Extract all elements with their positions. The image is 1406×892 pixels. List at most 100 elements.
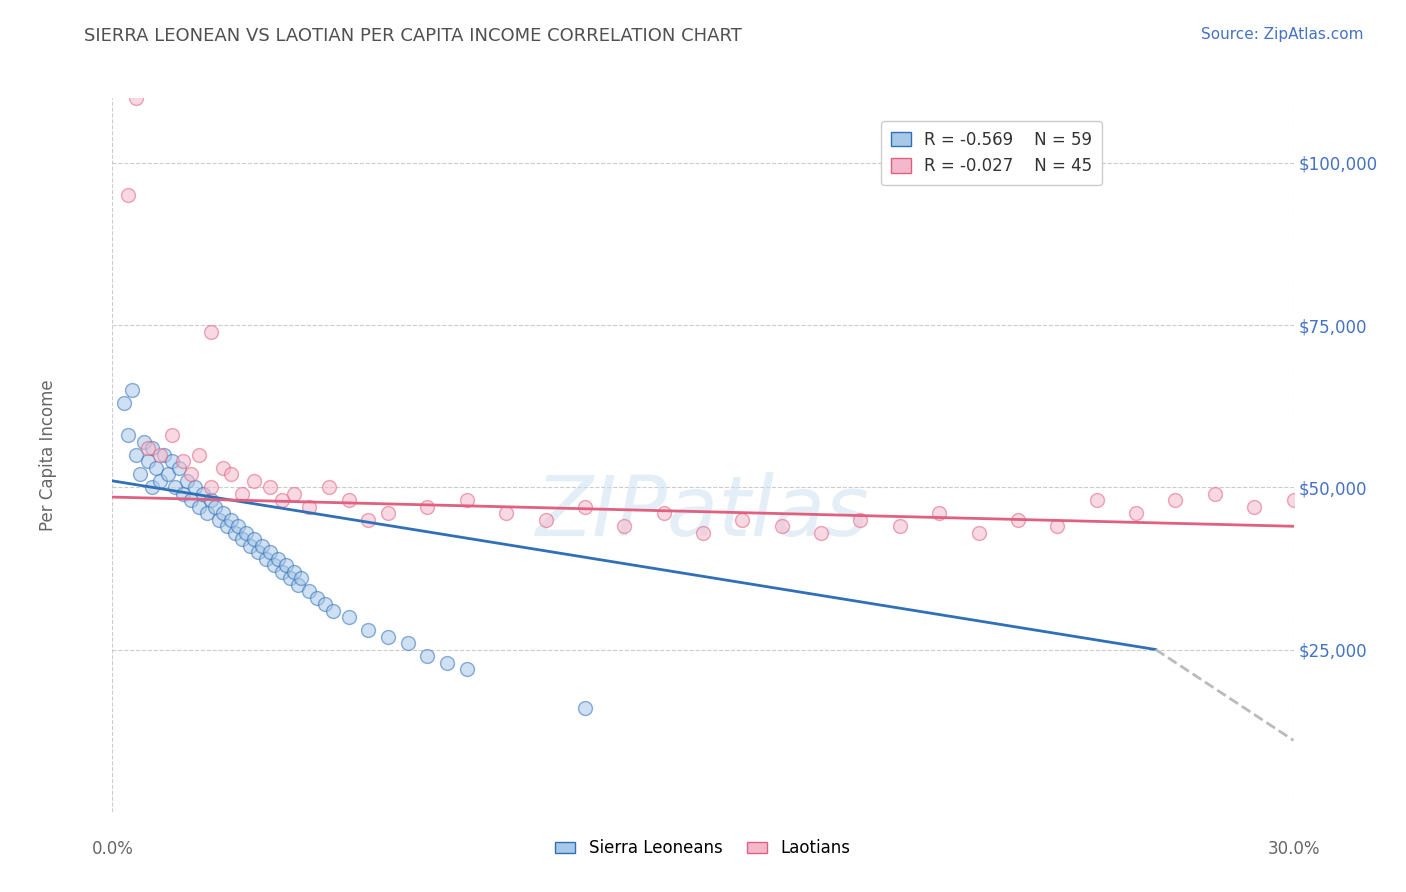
Point (243, 474, 266, 488)
Point (219, 513, 242, 527)
Point (224, 525, 246, 540)
Point (928, 506, 950, 520)
Point (283, 487, 305, 501)
Point (337, 493, 360, 508)
Point (117, 428, 139, 442)
Point (456, 493, 478, 508)
Point (1243, 500, 1265, 514)
Point (112, 396, 135, 410)
Legend: Sierra Leoneans, Laotians: Sierra Leoneans, Laotians (548, 833, 858, 864)
Point (298, 500, 321, 514)
Point (318, 480, 340, 494)
Point (259, 545, 281, 559)
Point (1046, 519, 1069, 533)
Text: 30.0%: 30.0% (1267, 840, 1320, 858)
Point (1085, 493, 1108, 508)
Point (180, 493, 202, 508)
Point (436, 656, 458, 670)
Point (416, 500, 439, 514)
Point (613, 519, 636, 533)
Point (250, 539, 273, 553)
Point (259, 480, 281, 494)
Point (165, 480, 187, 494)
Point (141, 480, 163, 494)
Point (810, 525, 832, 540)
Point (274, 558, 297, 573)
Point (692, 525, 714, 540)
Point (314, 597, 336, 611)
Point (495, 506, 517, 520)
Point (357, 513, 380, 527)
Point (254, 551, 277, 566)
Point (770, 519, 793, 533)
Point (231, 487, 253, 501)
Point (263, 558, 285, 573)
Point (191, 487, 214, 501)
Point (125, 448, 148, 462)
Point (136, 454, 159, 468)
Point (1164, 493, 1187, 508)
Text: Per Capita Income: Per Capita Income (38, 379, 56, 531)
Point (215, 519, 238, 533)
Point (200, 493, 222, 508)
Text: SIERRA LEONEAN VS LAOTIAN PER CAPITA INCOME CORRELATION CHART: SIERRA LEONEAN VS LAOTIAN PER CAPITA INC… (84, 27, 742, 45)
Point (283, 565, 305, 579)
Point (211, 461, 233, 475)
Point (652, 506, 675, 520)
Point (228, 519, 250, 533)
Point (396, 636, 419, 650)
Point (195, 506, 218, 520)
Point (160, 428, 183, 442)
Point (357, 623, 380, 637)
Text: Source: ZipAtlas.com: Source: ZipAtlas.com (1201, 27, 1364, 42)
Point (129, 467, 152, 482)
Point (149, 474, 172, 488)
Point (287, 577, 309, 591)
Point (204, 500, 226, 514)
Point (211, 506, 233, 520)
Point (141, 442, 163, 456)
Point (267, 551, 290, 566)
Point (1125, 506, 1147, 520)
Point (377, 506, 399, 520)
Point (188, 500, 211, 514)
Point (132, 434, 155, 449)
Point (270, 493, 292, 508)
Point (534, 513, 557, 527)
Point (337, 610, 360, 624)
Point (136, 442, 159, 456)
Point (172, 487, 194, 501)
Point (243, 533, 266, 547)
Point (1204, 487, 1226, 501)
Point (156, 467, 179, 482)
Point (172, 454, 194, 468)
Point (307, 591, 329, 605)
Point (298, 584, 321, 599)
Point (239, 539, 262, 553)
Point (160, 454, 183, 468)
Point (121, 383, 143, 397)
Point (1282, 493, 1305, 508)
Point (117, 188, 139, 202)
Point (322, 604, 344, 618)
Point (125, 91, 148, 105)
Point (219, 467, 242, 482)
Point (574, 500, 596, 514)
Text: ZIPatlas: ZIPatlas (536, 472, 870, 552)
Point (416, 648, 439, 663)
Point (247, 545, 270, 559)
Point (1007, 513, 1029, 527)
Point (184, 480, 207, 494)
Point (169, 461, 191, 475)
Text: 0.0%: 0.0% (91, 840, 134, 858)
Point (731, 513, 754, 527)
Point (188, 448, 211, 462)
Point (278, 571, 301, 585)
Point (152, 448, 174, 462)
Point (889, 519, 911, 533)
Point (967, 525, 990, 540)
Point (149, 448, 172, 462)
Point (145, 461, 167, 475)
Point (456, 662, 478, 676)
Point (200, 325, 222, 339)
